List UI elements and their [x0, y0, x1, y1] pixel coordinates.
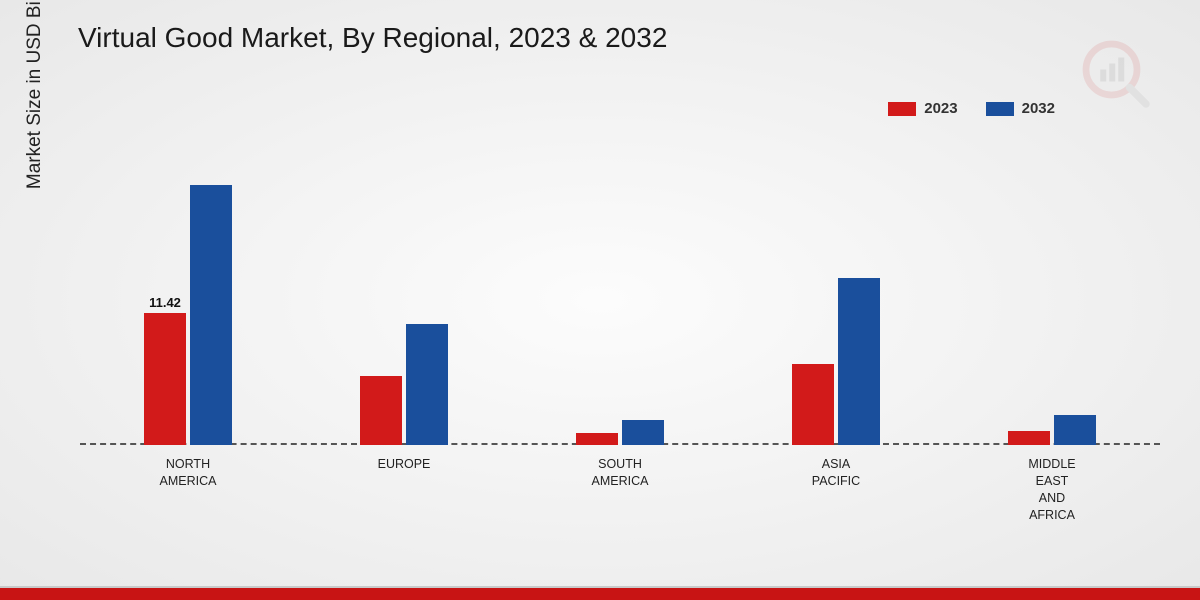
- bar-group: [1008, 415, 1096, 445]
- watermark-logo: [1077, 35, 1152, 110]
- chart-title: Virtual Good Market, By Regional, 2023 &…: [78, 22, 667, 54]
- bar-group: [792, 278, 880, 445]
- bar: [576, 433, 618, 445]
- legend-swatch-2023: [888, 102, 916, 116]
- legend-item-2032: 2032: [986, 100, 1055, 117]
- bar: [838, 278, 880, 445]
- legend-label-2023: 2023: [924, 100, 957, 117]
- bar: [622, 420, 664, 445]
- footer-accent-bar: [0, 588, 1200, 600]
- x-axis-category-label: NORTHAMERICA: [160, 456, 217, 490]
- bar-group: [360, 324, 448, 445]
- bar: [1054, 415, 1096, 445]
- bar: 11.42: [144, 313, 186, 445]
- legend-item-2023: 2023: [888, 100, 957, 117]
- legend-swatch-2032: [986, 102, 1014, 116]
- y-axis-label: Market Size in USD Billion: [24, 0, 46, 189]
- x-axis-category-label: ASIAPACIFIC: [812, 456, 860, 490]
- x-axis-labels: NORTHAMERICA EUROPE SOUTHAMERICA ASIAPACIFI…: [80, 450, 1160, 530]
- bar: [406, 324, 448, 445]
- bar: [792, 364, 834, 445]
- x-axis-category-label: MIDDLEEASTANDAFRICA: [1028, 456, 1075, 524]
- bar-group: [576, 420, 664, 445]
- plot-area: 11.42: [80, 145, 1160, 445]
- bar: [360, 376, 402, 445]
- legend-label-2032: 2032: [1022, 100, 1055, 117]
- bar-group: 11.42: [144, 185, 232, 445]
- bar: [1008, 431, 1050, 445]
- bar: [190, 185, 232, 445]
- x-axis-category-label: EUROPE: [378, 456, 431, 473]
- bar-value-label: 11.42: [149, 295, 181, 310]
- legend: 2023 2032: [888, 100, 1055, 117]
- x-axis-category-label: SOUTHAMERICA: [592, 456, 649, 490]
